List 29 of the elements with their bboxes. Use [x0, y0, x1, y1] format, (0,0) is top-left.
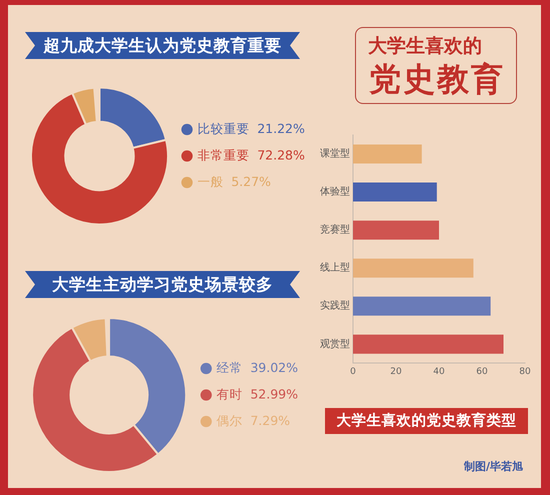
bar: [353, 334, 504, 354]
chart-title: 超九成大学生认为党史教育重要: [25, 32, 300, 59]
bar: [353, 144, 422, 164]
bar: [353, 182, 437, 202]
chart-title: 大学生主动学习党史场景较多: [25, 271, 300, 298]
y-tick-label: 课堂型: [320, 148, 350, 160]
y-tick-label: 线上型: [320, 262, 350, 274]
text: 大学生喜欢的党史教育类型: [325, 408, 528, 434]
x-tick-label: 40: [433, 366, 445, 377]
y-tick-label: 体验型: [320, 186, 350, 198]
x-tick-label: 60: [476, 366, 488, 377]
bar: [353, 296, 491, 316]
y-tick-label: 竞赛型: [320, 224, 350, 236]
x-tick-label: 0: [350, 366, 356, 377]
x-tick-label: 20: [390, 366, 402, 377]
legend-label: 非常重要 72.28%: [197, 147, 305, 162]
legend-label: 比较重要 21.22%: [197, 120, 305, 136]
bar: [353, 258, 474, 278]
y-tick-label: 观赏型: [320, 338, 350, 350]
x-tick-label: 80: [519, 366, 531, 377]
bar: [353, 220, 439, 240]
text: 党史教育: [369, 60, 505, 98]
y-tick-label: 实践型: [320, 300, 350, 312]
text: 大学生喜欢的: [368, 34, 482, 58]
legend-label: 有时 52.99%: [216, 386, 298, 402]
legend-label: 经常 39.02%: [216, 360, 298, 375]
legend-label: 一般 5.27%: [197, 174, 272, 189]
legend-label: 偶尔 7.29%: [216, 412, 290, 428]
text: 制图/毕若旭: [464, 460, 523, 474]
